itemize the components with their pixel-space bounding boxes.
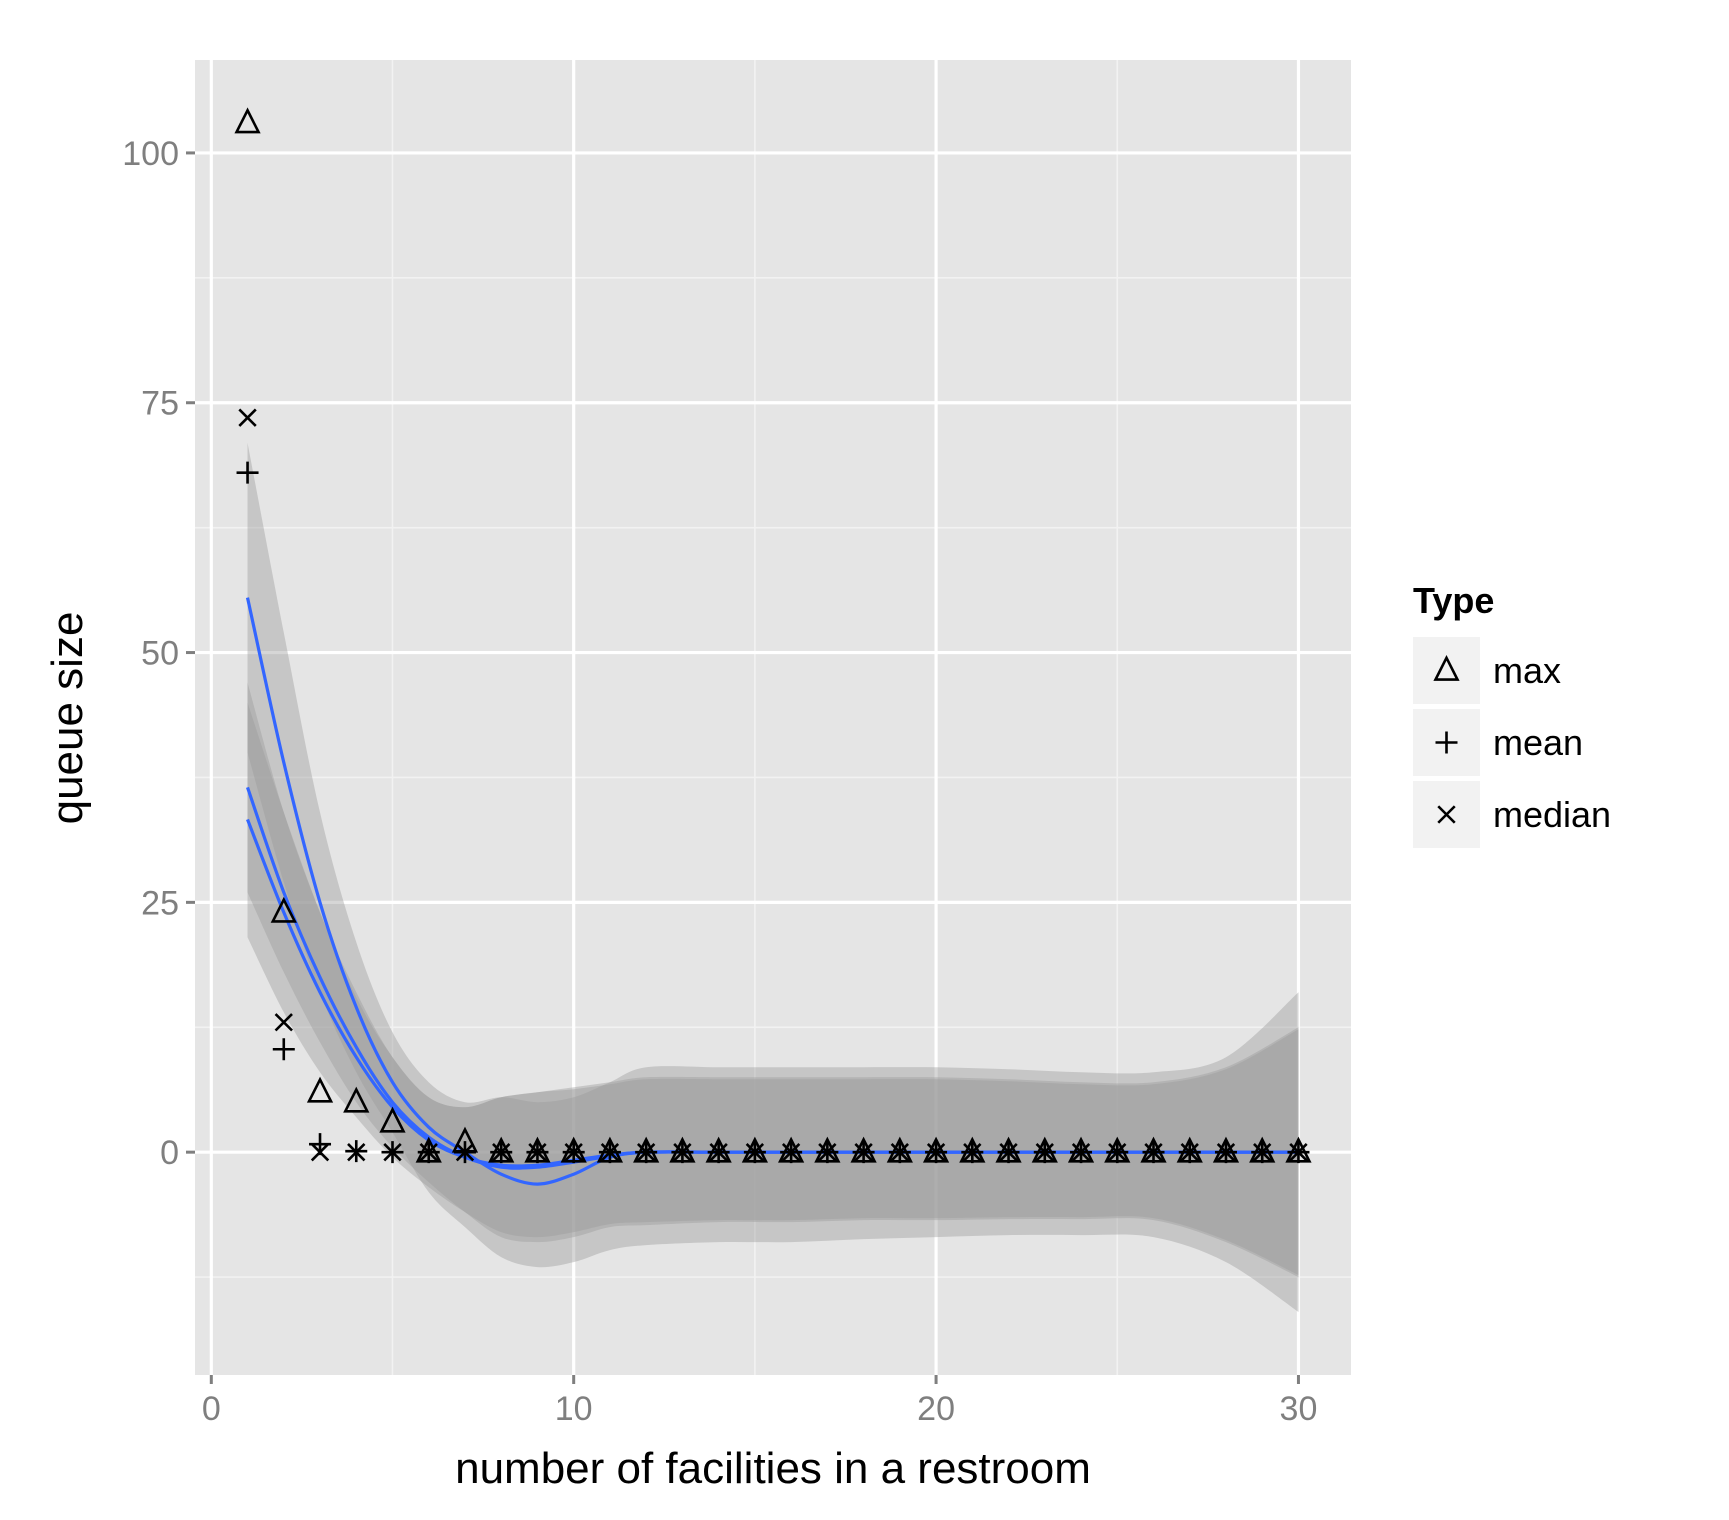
point-median	[1253, 1143, 1272, 1162]
point-median	[564, 1143, 583, 1162]
point-median	[781, 1143, 801, 1162]
y-tick-label: 50	[141, 635, 179, 673]
legend-key-max	[1413, 637, 1480, 704]
point-median	[999, 1143, 1018, 1162]
point-median	[238, 408, 257, 427]
legend-label-mean: mean	[1493, 722, 1583, 763]
point-median	[1035, 1143, 1054, 1162]
point-median	[1216, 1143, 1236, 1162]
point-median	[963, 1143, 982, 1162]
point-median	[383, 1143, 402, 1162]
legend-label-median: median	[1493, 794, 1611, 835]
x-tick-label: 30	[1280, 1390, 1318, 1428]
data-points	[234, 107, 1312, 1164]
point-max	[379, 1106, 406, 1133]
legend-symbol-mean	[1435, 731, 1458, 754]
point-max	[234, 107, 261, 134]
point-median	[636, 1143, 656, 1162]
x-axis-title: number of facilities in a restroom	[455, 1444, 1091, 1493]
point-median	[854, 1143, 873, 1162]
point-max	[270, 896, 297, 923]
confidence-ribbons	[247, 442, 1299, 1312]
legend-title: Type	[1413, 580, 1494, 621]
point-median	[926, 1143, 946, 1162]
y-axis-title: queue size	[43, 612, 92, 825]
point-median	[455, 1143, 475, 1162]
ribbon-max	[247, 442, 1299, 1312]
point-median	[1289, 1143, 1308, 1162]
point-median	[745, 1143, 765, 1162]
point-median	[818, 1143, 837, 1162]
legend-items: max mean median	[1413, 637, 1611, 848]
point-median	[673, 1143, 692, 1162]
legend-symbol-max	[1433, 654, 1460, 681]
legend: Type max mean median	[1413, 580, 1611, 848]
point-median	[1071, 1143, 1091, 1162]
point-median	[310, 1143, 330, 1162]
point-median	[492, 1143, 511, 1162]
point-mean	[272, 1038, 295, 1061]
y-tick-label: 75	[141, 385, 179, 423]
axes: 0 10 20 30 0 25 50 75 100	[122, 135, 1317, 1428]
point-median	[528, 1143, 547, 1162]
x-tick-label: 20	[917, 1390, 955, 1428]
point-median	[1108, 1143, 1127, 1162]
point-median	[1144, 1143, 1163, 1162]
point-median	[347, 1143, 366, 1162]
x-tick-label: 10	[555, 1390, 593, 1428]
x-tick-label: 0	[202, 1390, 221, 1428]
legend-symbol-median	[1437, 805, 1456, 824]
point-median	[419, 1143, 438, 1162]
point-median	[890, 1143, 910, 1162]
point-max	[306, 1076, 334, 1103]
point-median	[274, 1013, 293, 1032]
point-median	[600, 1143, 620, 1162]
ribbon-mean	[247, 682, 1299, 1278]
y-tick-label: 25	[141, 884, 179, 922]
point-mean	[236, 461, 259, 484]
ribbon-median	[247, 702, 1299, 1276]
y-tick-label: 100	[122, 135, 179, 173]
y-tick-label: 0	[160, 1134, 179, 1172]
point-median	[1180, 1143, 1199, 1162]
legend-label-max: max	[1493, 650, 1561, 691]
point-median	[709, 1143, 728, 1162]
point-max	[343, 1086, 370, 1113]
